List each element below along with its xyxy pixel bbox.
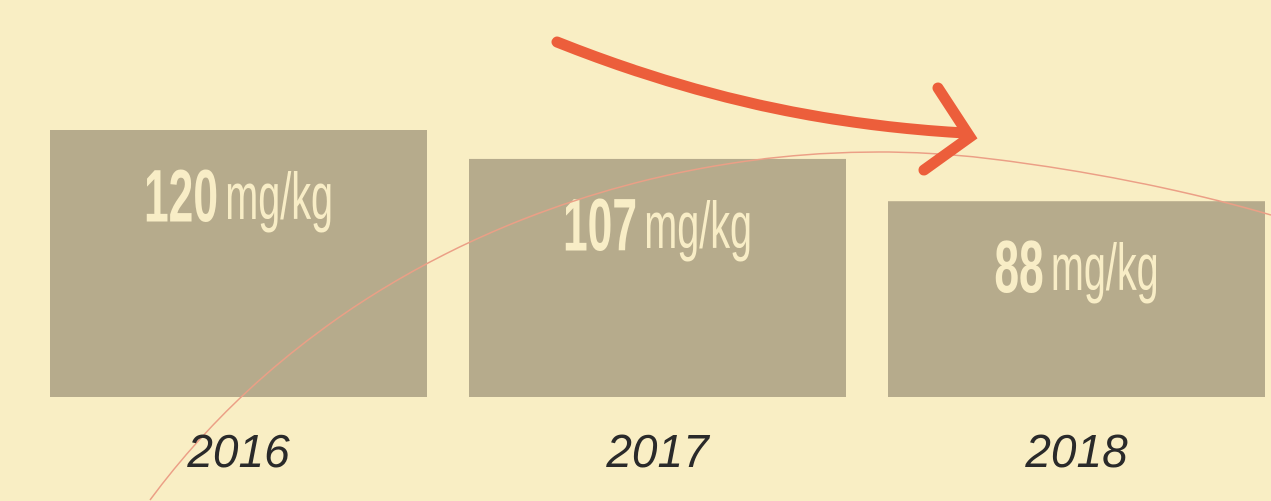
value-unit: mg/kg (225, 160, 333, 234)
bar (469, 158, 846, 397)
bar (50, 130, 427, 397)
value-unit: mg/kg (644, 189, 752, 263)
trend-arrow (551, 36, 971, 139)
trend-arrow-head (918, 82, 978, 176)
decorative-curve (149, 151, 1271, 501)
x-tick-label: 2017 (605, 425, 710, 477)
value-label: 120 mg/kg (144, 155, 333, 237)
value-label: 88 mg/kg (994, 226, 1158, 308)
x-tick-label: 2016 (186, 425, 290, 477)
value-label: 107 mg/kg (563, 184, 752, 266)
value-unit: mg/kg (1051, 231, 1159, 305)
bar (888, 201, 1265, 397)
x-tick-label: 2018 (1024, 425, 1128, 477)
value-number: 107 (563, 184, 637, 266)
value-number: 120 (144, 155, 218, 237)
value-number: 88 (994, 226, 1043, 308)
